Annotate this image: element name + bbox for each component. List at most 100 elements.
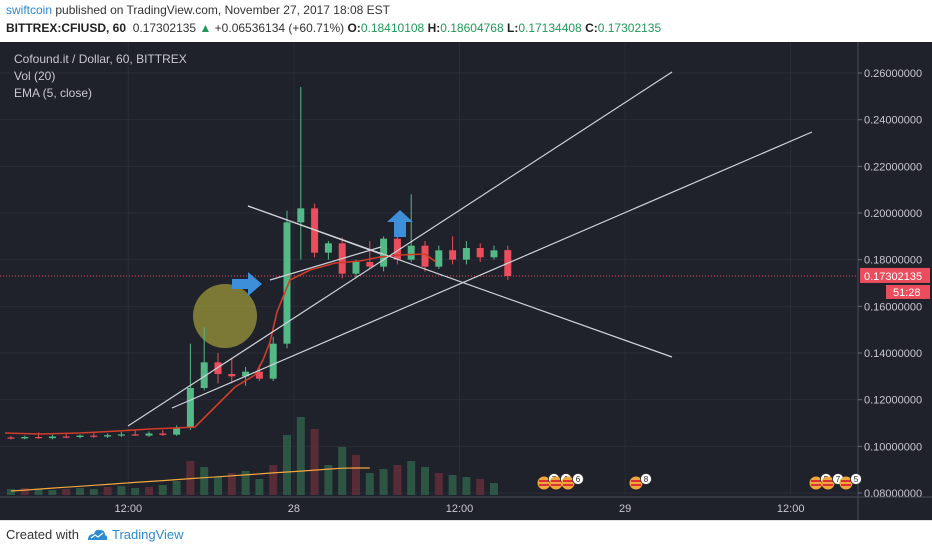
volume-bar (145, 487, 153, 495)
close-value: 0.17302135 (597, 21, 662, 35)
volume-bar (62, 489, 71, 495)
candle-body (297, 208, 305, 223)
footer: Created with TradingView (0, 520, 932, 551)
candle-body (7, 437, 15, 439)
event-count-badge (572, 473, 584, 485)
candle-body (380, 238, 388, 267)
event-flag-icon[interactable] (629, 476, 643, 490)
flag-stripe (631, 484, 641, 486)
candle-body (173, 427, 181, 435)
legend-title: Cofound.it / Dollar, 60, BITTREX (14, 52, 187, 66)
volume-bar (283, 435, 291, 495)
ohlc-line: BITTREX:CFIUSD, 60 0.17302135 ▲ +0.06536… (6, 21, 661, 35)
flag-stripe (823, 480, 833, 482)
price-chart[interactable]: 0.26000000 0.24000000 0.22000000 0.20000000… (0, 42, 932, 520)
candle-body (35, 437, 43, 439)
price-tag-box (860, 267, 930, 283)
x-tick-label: 28 (288, 503, 300, 515)
y-tick-label: 0.08000000 (864, 488, 922, 500)
y-tick-label: 0.14000000 (864, 348, 922, 360)
event-count-badge (640, 473, 652, 485)
last-price: 0.17302135 (132, 21, 197, 35)
volume-bar (476, 479, 485, 495)
volume-bar (379, 469, 388, 495)
candle-body (366, 262, 374, 267)
tradingview-link[interactable]: TradingView (112, 527, 184, 542)
high-label: H: (427, 21, 441, 35)
y-tick-label: 0.24000000 (864, 115, 922, 127)
candle-body (145, 433, 153, 436)
event-count-label: 5 (854, 475, 859, 484)
candle-body (393, 238, 401, 260)
candle-body (352, 262, 360, 274)
trendline-triangle-bottom[interactable] (269, 246, 382, 281)
candle-body (48, 436, 56, 439)
candle-body (462, 248, 470, 260)
created-with-label: Created with (6, 527, 79, 542)
volume-bar (200, 467, 209, 495)
event-flag-icon[interactable] (809, 476, 823, 490)
volume-bar (255, 479, 264, 495)
event-flag-icon[interactable] (839, 476, 853, 490)
flag-stripe (563, 480, 573, 482)
symbol-label: BITTREX:CFIUSD, 60 (6, 21, 127, 35)
event-flag-icon[interactable] (537, 476, 551, 490)
candle-body (62, 436, 70, 438)
event-count-label: 7 (836, 475, 841, 484)
countdown-label: 51:28 (893, 287, 921, 299)
candle-body (228, 374, 236, 377)
event-flag-icon[interactable] (549, 476, 563, 490)
event-flag-icon[interactable] (821, 476, 835, 490)
flag-stripe (841, 484, 851, 486)
volume-bar (365, 473, 374, 495)
arrow-up-icon[interactable] (387, 210, 413, 237)
open-value: 0.18410108 (360, 21, 425, 35)
volume-bar (89, 489, 98, 495)
flag-stripe (841, 480, 851, 482)
y-tick-label: 0.26000000 (864, 68, 922, 80)
y-tick-label: 0.18000000 (864, 255, 922, 267)
volume-bar (324, 465, 333, 495)
candle-body (21, 437, 29, 439)
legend-ema[interactable]: EMA (5, close) (14, 86, 93, 100)
event-flag-icon[interactable] (561, 476, 575, 490)
chart-header: swiftcoin published on TradingView.com, … (0, 0, 932, 40)
trendline-lower-ascending[interactable] (171, 131, 813, 409)
x-tick-label: 12:00 (115, 503, 143, 515)
volume-bar (76, 488, 84, 495)
legend-volume[interactable]: Vol (20) (14, 69, 56, 83)
volume-bar (352, 455, 360, 495)
chart-area[interactable]: 0.26000000 0.24000000 0.22000000 0.20000000… (0, 42, 932, 520)
candle-body (324, 243, 332, 253)
volume-bar (214, 477, 222, 495)
candle-body (186, 388, 194, 428)
arrow-right-icon[interactable] (232, 272, 262, 296)
volume-bar (20, 488, 29, 495)
candle-body (90, 435, 98, 437)
y-tick-label: 0.10000000 (864, 441, 922, 453)
high-value: 0.18604768 (440, 21, 504, 35)
y-tick-label: 0.12000000 (864, 395, 922, 407)
flag-stripe (563, 484, 573, 486)
candle-body (490, 250, 498, 258)
candle-body (159, 433, 167, 435)
volume-bar (421, 467, 429, 495)
x-tick-label: 29 (619, 503, 631, 515)
open-label: O: (347, 21, 361, 35)
author-link[interactable]: swiftcoin (6, 3, 53, 17)
candle-body (421, 245, 429, 267)
volume-bar (434, 473, 443, 495)
trendline-triangle-top[interactable] (247, 205, 382, 255)
candle-body (104, 435, 112, 437)
candle-body (214, 362, 222, 374)
volume-bar (158, 485, 167, 495)
candle-body (449, 250, 457, 260)
low-value: 0.17134408 (518, 21, 582, 35)
event-count-badge (850, 473, 862, 485)
volume-bar (117, 486, 126, 495)
trendline-upper-ascending[interactable] (127, 71, 673, 427)
close-label: C: (585, 21, 598, 35)
flag-stripe (539, 480, 549, 482)
candle-body (131, 434, 139, 436)
low-label: L: (506, 21, 519, 35)
